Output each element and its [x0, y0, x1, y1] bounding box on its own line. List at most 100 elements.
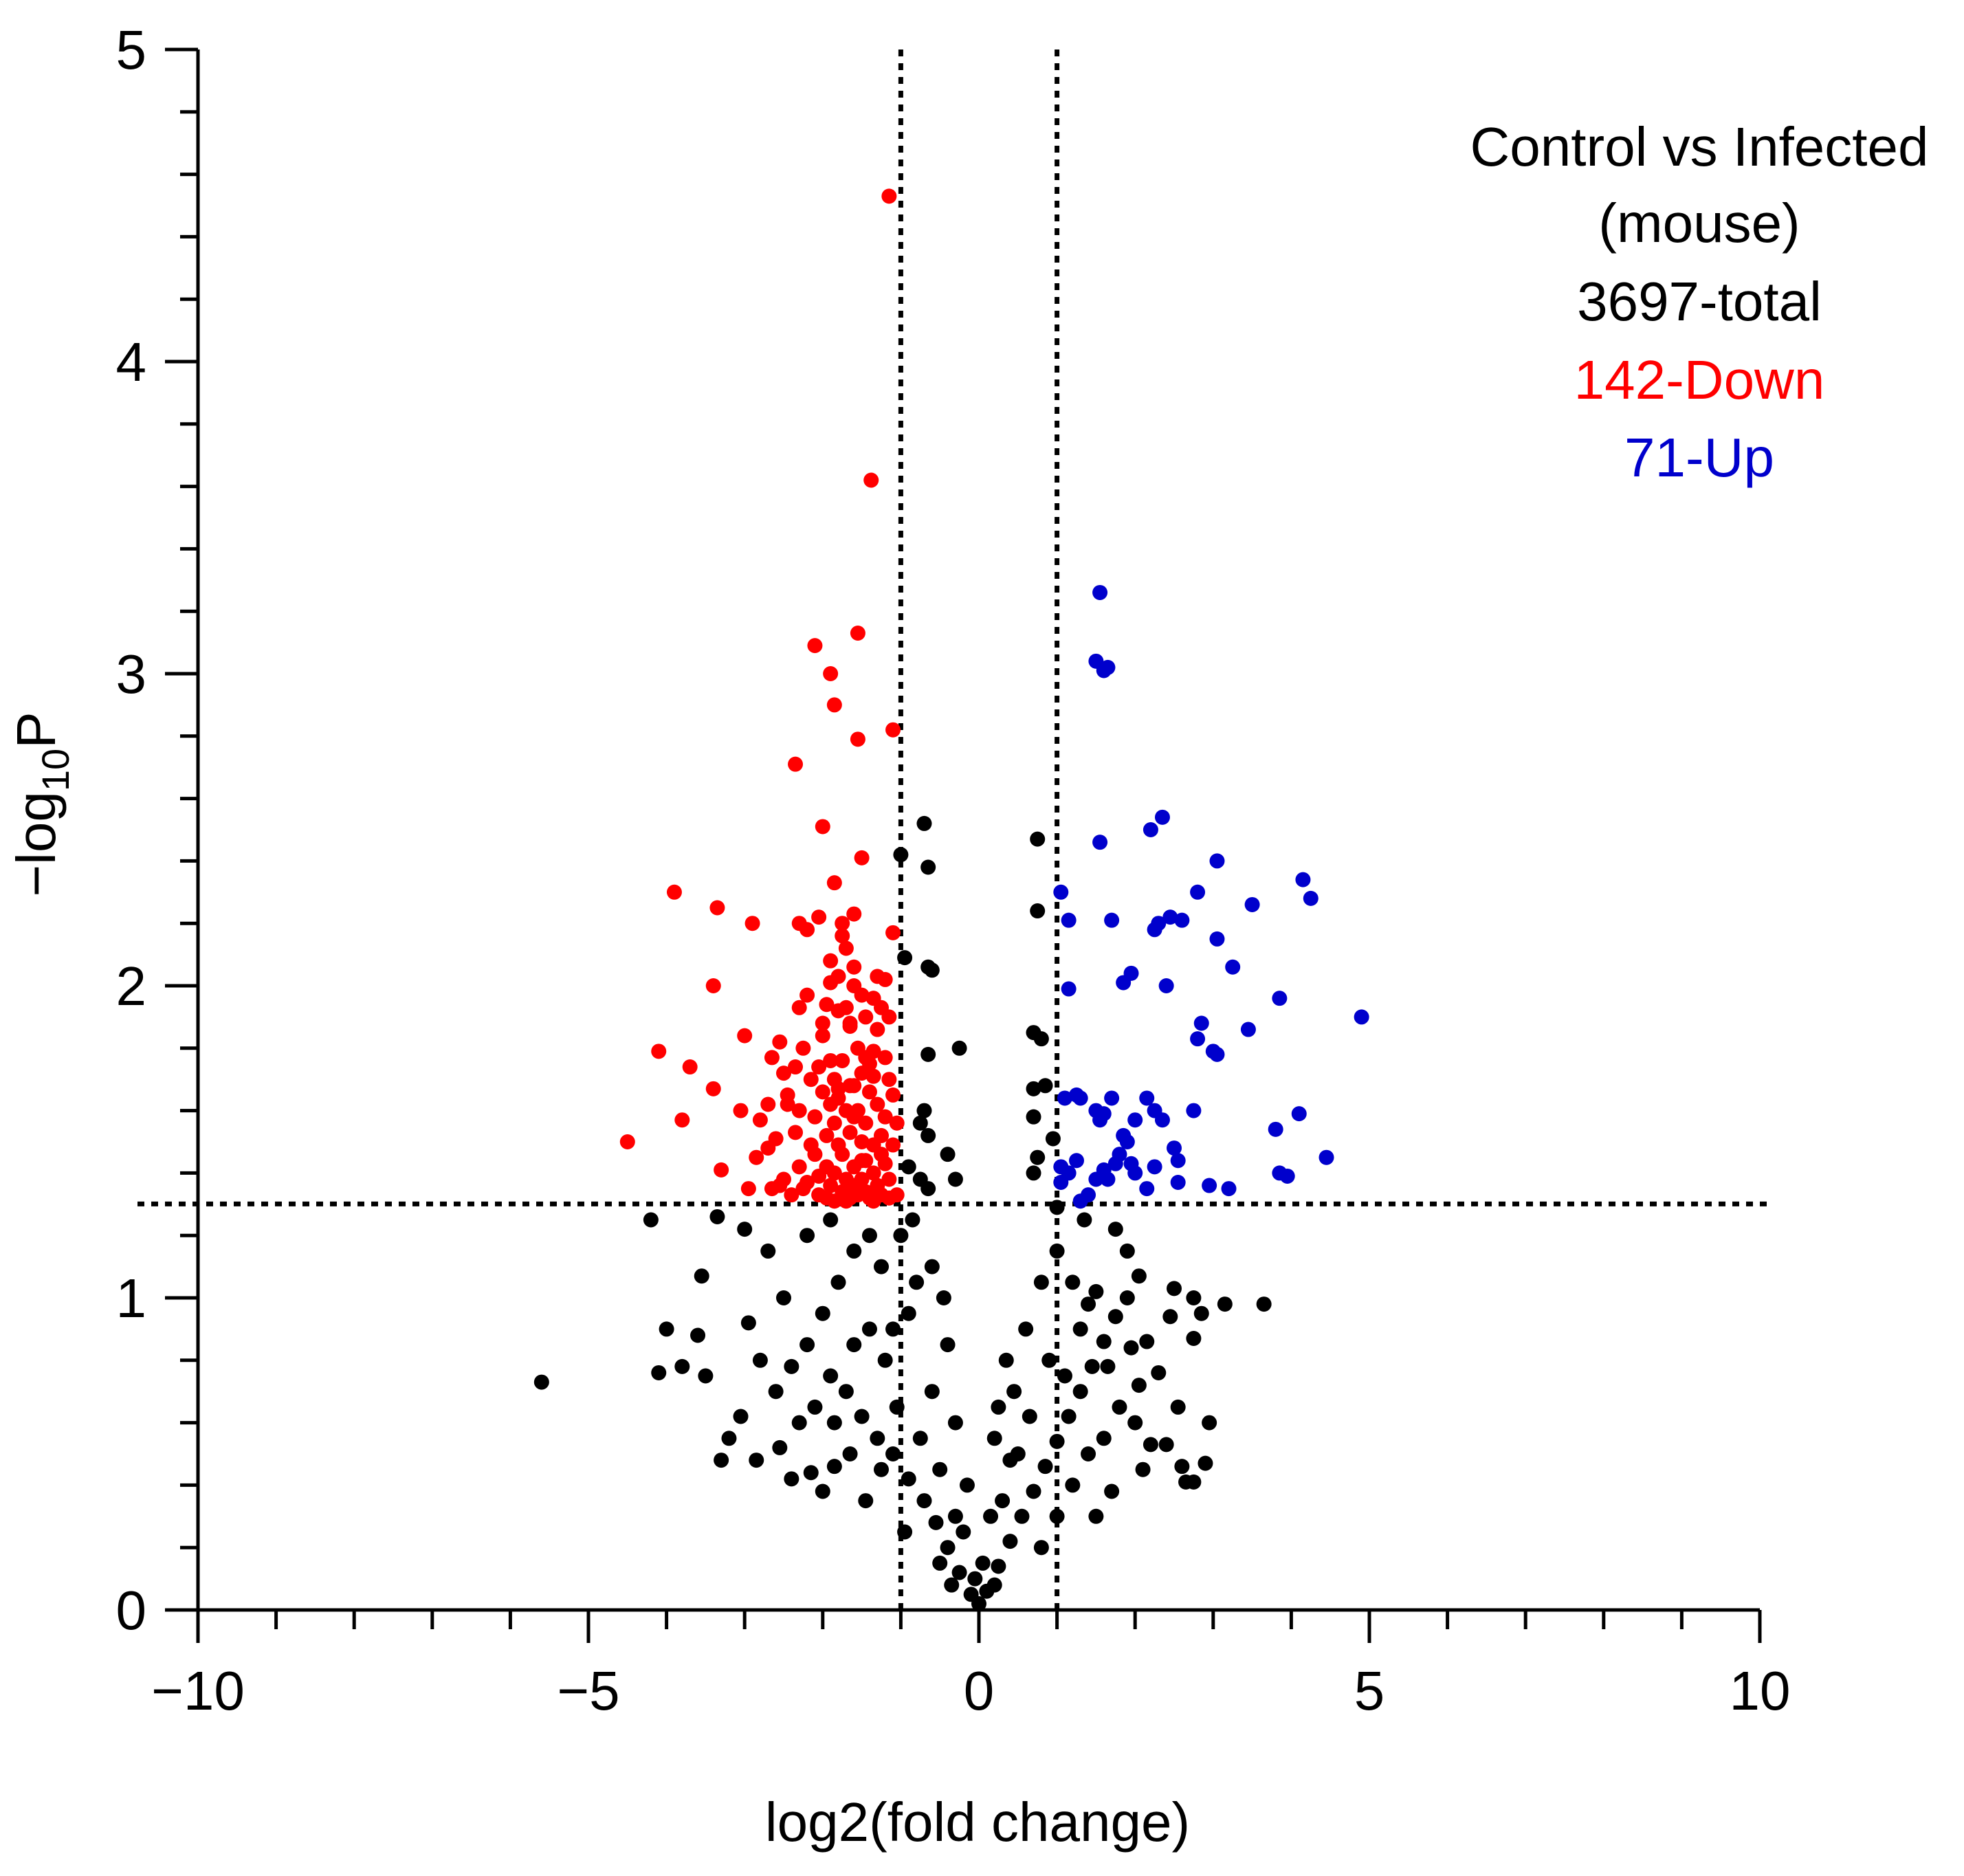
down-point — [764, 1050, 780, 1066]
up-point — [1053, 1175, 1069, 1191]
ns-point — [768, 1384, 784, 1400]
down-point — [705, 1081, 721, 1096]
ns-point — [1002, 1534, 1018, 1549]
ns-point — [1033, 1031, 1049, 1047]
ns-point — [1217, 1296, 1233, 1312]
down-point — [776, 1066, 791, 1081]
y-tick-label: 5 — [116, 19, 147, 80]
down-point — [861, 1084, 877, 1100]
ns-point — [815, 1483, 830, 1499]
down-point — [842, 1125, 858, 1140]
down-point — [740, 1181, 756, 1197]
ns-point — [784, 1471, 799, 1487]
ns-point — [643, 1212, 659, 1228]
down-point — [709, 900, 725, 916]
down-point — [835, 1147, 850, 1162]
down-point — [881, 188, 897, 204]
ns-point — [1151, 1365, 1167, 1380]
legend-up: 71-Up — [1624, 427, 1774, 488]
up-point — [1139, 1090, 1155, 1106]
ns-point — [1174, 1459, 1190, 1475]
up-point — [1279, 1168, 1295, 1184]
up-point — [1072, 1090, 1088, 1106]
ns-point — [709, 1209, 725, 1224]
up-point — [1162, 909, 1178, 925]
ns-point — [870, 1431, 885, 1446]
up-point — [1268, 1121, 1283, 1137]
ns-point — [690, 1327, 706, 1343]
ns-point — [971, 1596, 986, 1611]
up-point — [1354, 1009, 1369, 1025]
ns-point — [1167, 1281, 1182, 1296]
down-point — [854, 1066, 870, 1081]
down-point — [811, 1059, 827, 1075]
ns-point — [752, 1352, 768, 1368]
down-point — [830, 1003, 846, 1019]
up-point — [1081, 1187, 1096, 1203]
down-point — [826, 1193, 842, 1209]
ns-point — [846, 1243, 862, 1259]
ns-point — [874, 1259, 889, 1274]
ns-point — [1033, 1274, 1049, 1290]
down-point — [815, 1015, 830, 1031]
down-point — [838, 940, 854, 956]
ns-point — [940, 1147, 956, 1162]
x-tick-label: 0 — [964, 1660, 995, 1721]
down-point — [842, 1015, 858, 1031]
ns-point — [1065, 1274, 1081, 1290]
down-point — [799, 987, 815, 1003]
up-point — [1104, 912, 1120, 928]
ns-point — [1119, 1243, 1135, 1259]
down-point — [772, 1178, 788, 1193]
ns-point — [1045, 1131, 1061, 1147]
ns-point — [920, 1181, 936, 1197]
ns-point — [1037, 1459, 1053, 1475]
ns-point — [1127, 1415, 1143, 1431]
down-point — [744, 916, 760, 931]
up-point — [1186, 1103, 1202, 1118]
ns-point — [932, 1555, 948, 1571]
down-point — [811, 1168, 827, 1184]
up-point — [1209, 931, 1225, 947]
up-point — [1143, 822, 1158, 837]
up-point — [1154, 809, 1170, 825]
ns-point — [1100, 1358, 1116, 1374]
ns-point — [975, 1555, 991, 1571]
ns-point — [1186, 1331, 1202, 1347]
ns-point — [714, 1453, 729, 1468]
down-point — [838, 1193, 854, 1209]
down-point — [682, 1059, 698, 1075]
y-tick-label: 3 — [116, 643, 147, 705]
legend-title-line1: Control vs Infected — [1470, 116, 1929, 177]
up-point — [1170, 1153, 1186, 1169]
ns-point — [698, 1368, 714, 1384]
ns-point — [1107, 1222, 1123, 1237]
down-point — [823, 666, 839, 681]
ns-point — [901, 1305, 916, 1321]
ns-point — [807, 1399, 823, 1415]
down-point — [846, 1078, 862, 1094]
ns-point — [1139, 1334, 1155, 1349]
down-point — [788, 756, 804, 772]
ns-point — [1049, 1243, 1065, 1259]
up-point — [1061, 912, 1077, 928]
up-point — [1092, 1112, 1108, 1128]
ns-point — [861, 1228, 877, 1244]
ns-point — [803, 1465, 819, 1481]
ns-point — [1065, 1477, 1081, 1493]
ns-point — [983, 1508, 999, 1524]
ns-point — [1030, 831, 1046, 847]
ns-point — [721, 1431, 737, 1446]
ns-point — [940, 1540, 956, 1556]
up-point — [1303, 890, 1318, 906]
ns-point — [772, 1439, 788, 1455]
ns-point — [1030, 1149, 1046, 1165]
up-point — [1193, 1015, 1209, 1031]
ns-point — [986, 1577, 1002, 1593]
ns-point — [1049, 1508, 1065, 1524]
up-point — [1147, 922, 1162, 938]
x-tick-label: −10 — [151, 1660, 245, 1721]
ns-point — [877, 1352, 893, 1368]
down-point — [815, 819, 830, 835]
up-point — [1291, 1106, 1307, 1122]
